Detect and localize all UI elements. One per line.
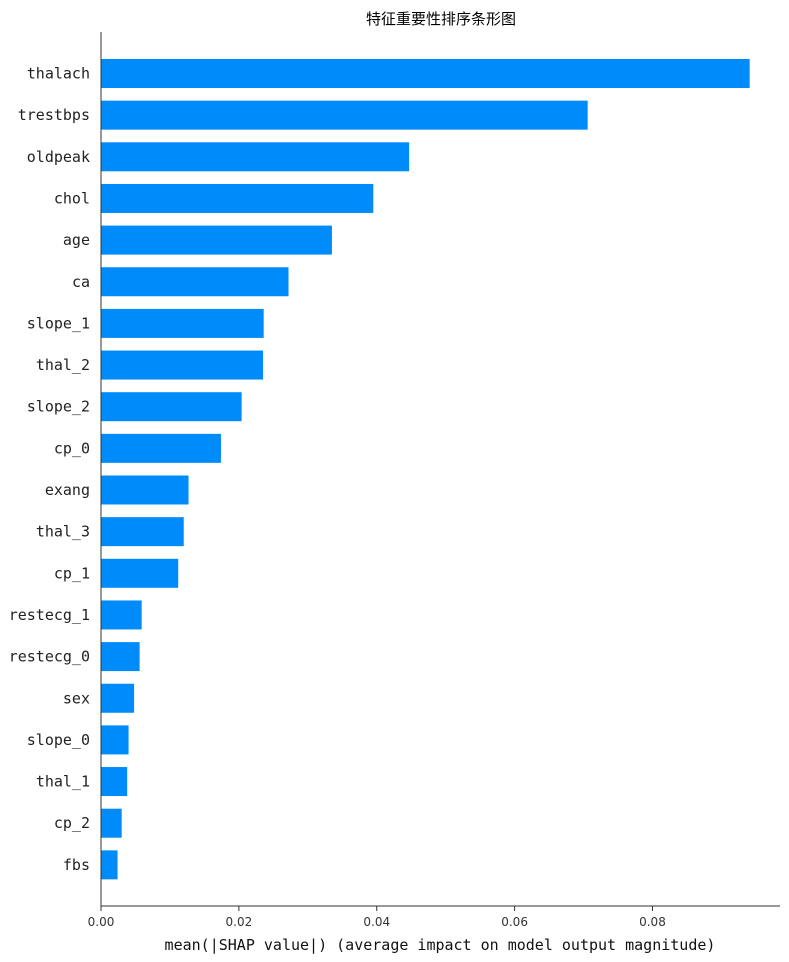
category-label: slope_1 — [27, 314, 90, 332]
bar-ca — [101, 267, 289, 297]
category-label: chol — [54, 189, 90, 207]
x-tick-label: 0.08 — [639, 915, 666, 929]
category-label: cp_1 — [54, 564, 90, 582]
category-label: slope_0 — [27, 731, 90, 749]
bar-thal-3 — [101, 517, 184, 547]
x-axis-label: mean(|SHAP value|) (average impact on mo… — [165, 936, 716, 954]
category-label: cp_2 — [54, 814, 90, 832]
category-label: thal_2 — [36, 356, 90, 374]
bar-slope-2 — [101, 392, 242, 422]
bar-cp-0 — [101, 433, 221, 463]
bar-slope-0 — [101, 725, 129, 755]
category-label: restecg_1 — [9, 606, 90, 624]
category-label: oldpeak — [27, 148, 90, 166]
bar-fbs — [101, 850, 118, 880]
bar-thalach — [101, 59, 750, 88]
bar-oldpeak — [101, 142, 410, 172]
category-label: fbs — [63, 856, 90, 874]
category-label: sex — [63, 689, 90, 707]
bar-thal-1 — [101, 767, 128, 797]
category-label: trestbps — [18, 106, 90, 124]
bar-slope-1 — [101, 308, 264, 338]
category-label: thal_3 — [36, 523, 90, 541]
category-labels-group: thalach trestbps oldpeak chol age ca slope_1th… — [9, 65, 90, 874]
bar-exang — [101, 475, 189, 505]
bar-age — [101, 225, 332, 255]
category-label: thal_1 — [36, 773, 90, 791]
bar-chol — [101, 183, 374, 213]
x-tick-label: 0.02 — [226, 915, 253, 929]
category-label: slope_2 — [27, 398, 90, 416]
x-tick-label: 0.00 — [88, 915, 115, 929]
bar-restecg-0 — [101, 642, 140, 672]
chart-title: 特征重要性排序条形图 — [366, 10, 516, 28]
category-label: restecg_0 — [9, 648, 90, 666]
bar-cp-2 — [101, 808, 122, 838]
x-tick-label: 0.04 — [363, 915, 390, 929]
bar-thal-2 — [101, 350, 263, 380]
bars-group — [101, 59, 750, 880]
category-label: thalach — [27, 65, 90, 83]
bar-restecg-1 — [101, 600, 142, 630]
bar-cp-1 — [101, 558, 179, 588]
category-label: ca — [72, 273, 90, 291]
bar-sex — [101, 683, 135, 713]
x-ticks-group: 0.00 0.02 0.04 0.06 0.08 — [88, 906, 666, 929]
category-label: exang — [45, 481, 90, 499]
category-label: age — [63, 231, 90, 249]
x-tick-label: 0.06 — [501, 915, 528, 929]
category-label: cp_0 — [54, 439, 90, 457]
bar-trestbps — [101, 100, 588, 130]
